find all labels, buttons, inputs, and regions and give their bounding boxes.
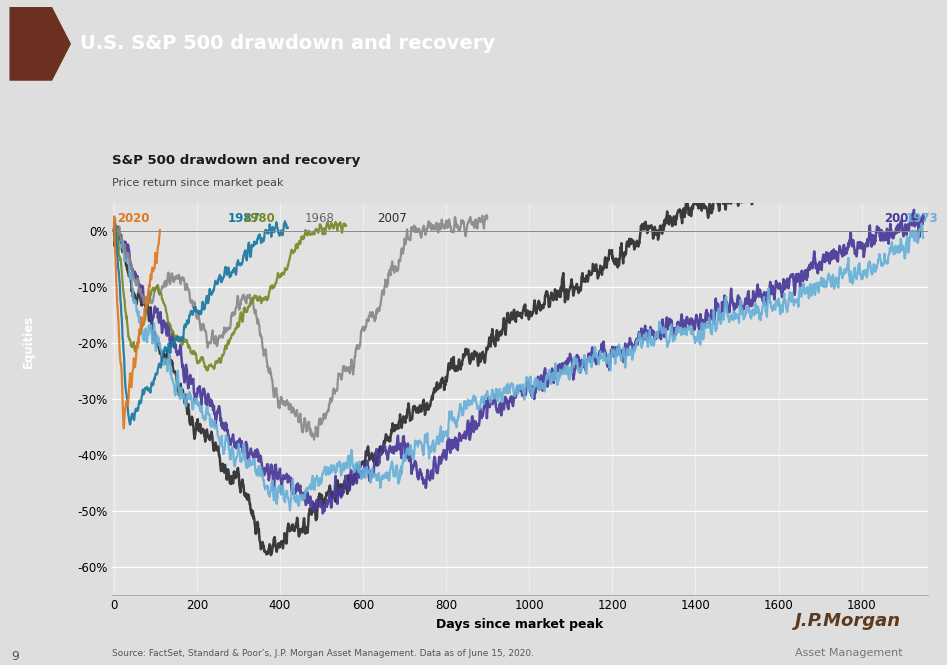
Text: 1968: 1968 xyxy=(305,212,335,225)
Text: Price return since market peak: Price return since market peak xyxy=(112,178,283,188)
Text: Equities: Equities xyxy=(22,315,35,368)
Text: 1987: 1987 xyxy=(228,212,260,225)
Text: 2020: 2020 xyxy=(117,212,150,225)
Text: 2000: 2000 xyxy=(884,212,917,225)
Text: 9: 9 xyxy=(11,650,19,663)
X-axis label: Days since market peak: Days since market peak xyxy=(437,618,603,631)
Text: Source: FactSet, Standard & Poor’s, J.P. Morgan Asset Management. Data as of Jun: Source: FactSet, Standard & Poor’s, J.P.… xyxy=(112,649,534,658)
Polygon shape xyxy=(9,7,71,80)
Text: S&P 500 drawdown and recovery: S&P 500 drawdown and recovery xyxy=(112,154,360,166)
Text: 1973: 1973 xyxy=(905,212,938,225)
Text: U.S. S&P 500 drawdown and recovery: U.S. S&P 500 drawdown and recovery xyxy=(80,35,495,53)
Text: 2007: 2007 xyxy=(378,212,407,225)
Text: Asset Management: Asset Management xyxy=(795,648,903,658)
Text: 1980: 1980 xyxy=(242,212,276,225)
Text: J.P.Morgan: J.P.Morgan xyxy=(795,612,902,630)
